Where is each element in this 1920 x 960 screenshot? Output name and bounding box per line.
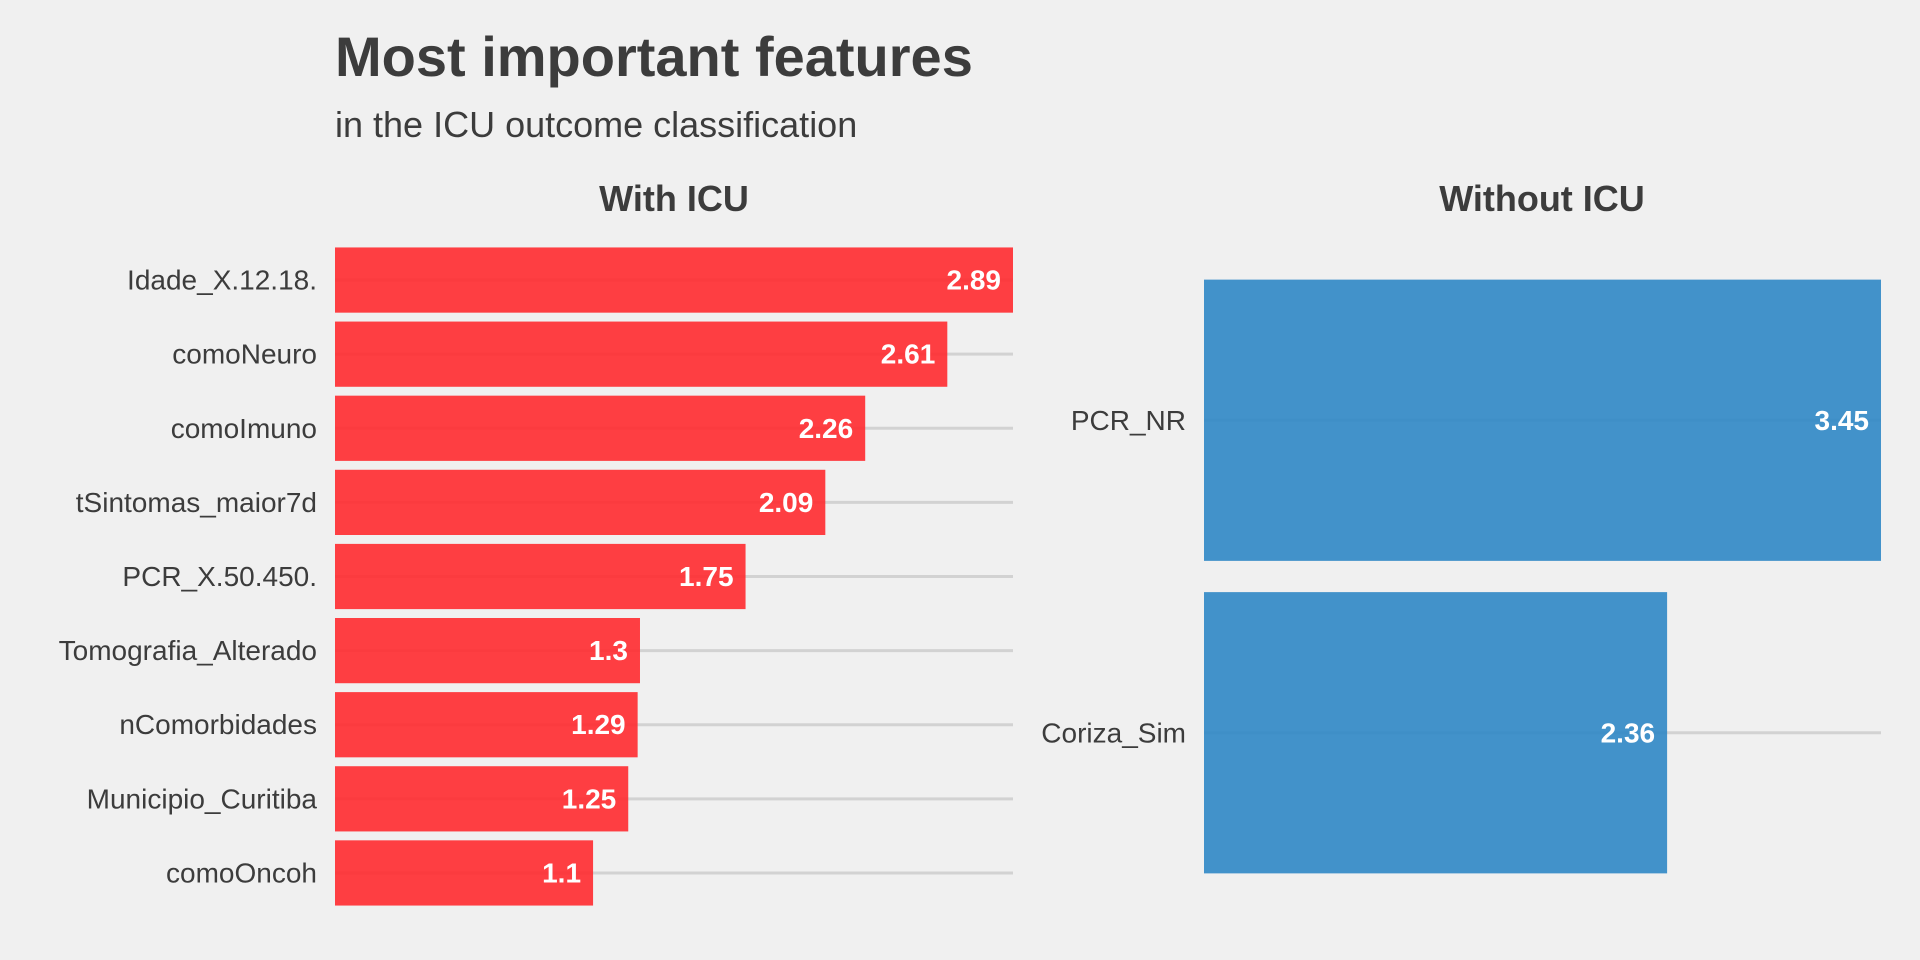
with-icu-value-label: 2.89 xyxy=(947,265,1002,296)
with-icu-value-label: 1.29 xyxy=(571,709,626,740)
without-icu-panel-title: Without ICU xyxy=(1439,178,1645,219)
with-icu-bar xyxy=(335,321,948,387)
without-icu-value-label: 2.36 xyxy=(1601,717,1656,748)
with-icu-category-label: Idade_X.12.18. xyxy=(127,265,317,296)
with-icu-bar xyxy=(335,543,746,610)
with-icu-value-label: 1.25 xyxy=(562,783,617,814)
with-icu-category-label: comoImuno xyxy=(171,413,317,444)
with-icu-value-label: 1.75 xyxy=(679,561,734,592)
with-icu-bar xyxy=(335,766,629,832)
with-icu-bar xyxy=(335,469,826,535)
without-icu-panel: Without ICU PCR_NR 3.45 Coriza_Sim 2.36 xyxy=(1041,178,1881,874)
without-icu-value-label: 3.45 xyxy=(1815,405,1870,436)
with-icu-panel-title: With ICU xyxy=(599,178,749,219)
chart-title: Most important features xyxy=(335,25,973,88)
with-icu-value-label: 1.1 xyxy=(542,857,581,888)
with-icu-category-label: PCR_X.50.450. xyxy=(122,561,317,592)
with-icu-bar xyxy=(335,618,640,684)
with-icu-category-label: comoNeuro xyxy=(172,339,317,370)
chart-subtitle: in the ICU outcome classification xyxy=(335,104,858,145)
with-icu-value-label: 1.3 xyxy=(589,635,628,666)
with-icu-bar xyxy=(335,247,1013,313)
without-icu-bar xyxy=(1204,279,1881,561)
with-icu-category-label: nComorbidades xyxy=(119,709,317,740)
with-icu-value-label: 2.61 xyxy=(881,339,936,370)
with-icu-bar xyxy=(335,395,866,461)
with-icu-category-label: tSintomas_maior7d xyxy=(76,487,317,518)
with-icu-panel: With ICU Idade_X.12.18. 2.89 comoNeuro 2.61… xyxy=(59,178,1013,906)
with-icu-bar xyxy=(335,692,638,758)
without-icu-bar xyxy=(1204,592,1668,874)
with-icu-category-label: Municipio_Curitiba xyxy=(87,783,318,814)
with-icu-bar xyxy=(335,840,594,906)
without-icu-category-label: Coriza_Sim xyxy=(1041,717,1186,748)
without-icu-category-label: PCR_NR xyxy=(1071,405,1186,436)
with-icu-value-label: 2.26 xyxy=(799,413,854,444)
with-icu-value-label: 2.09 xyxy=(759,487,814,518)
with-icu-category-label: Tomografia_Alterado xyxy=(59,635,317,666)
with-icu-category-label: comoOncoh xyxy=(166,857,317,888)
